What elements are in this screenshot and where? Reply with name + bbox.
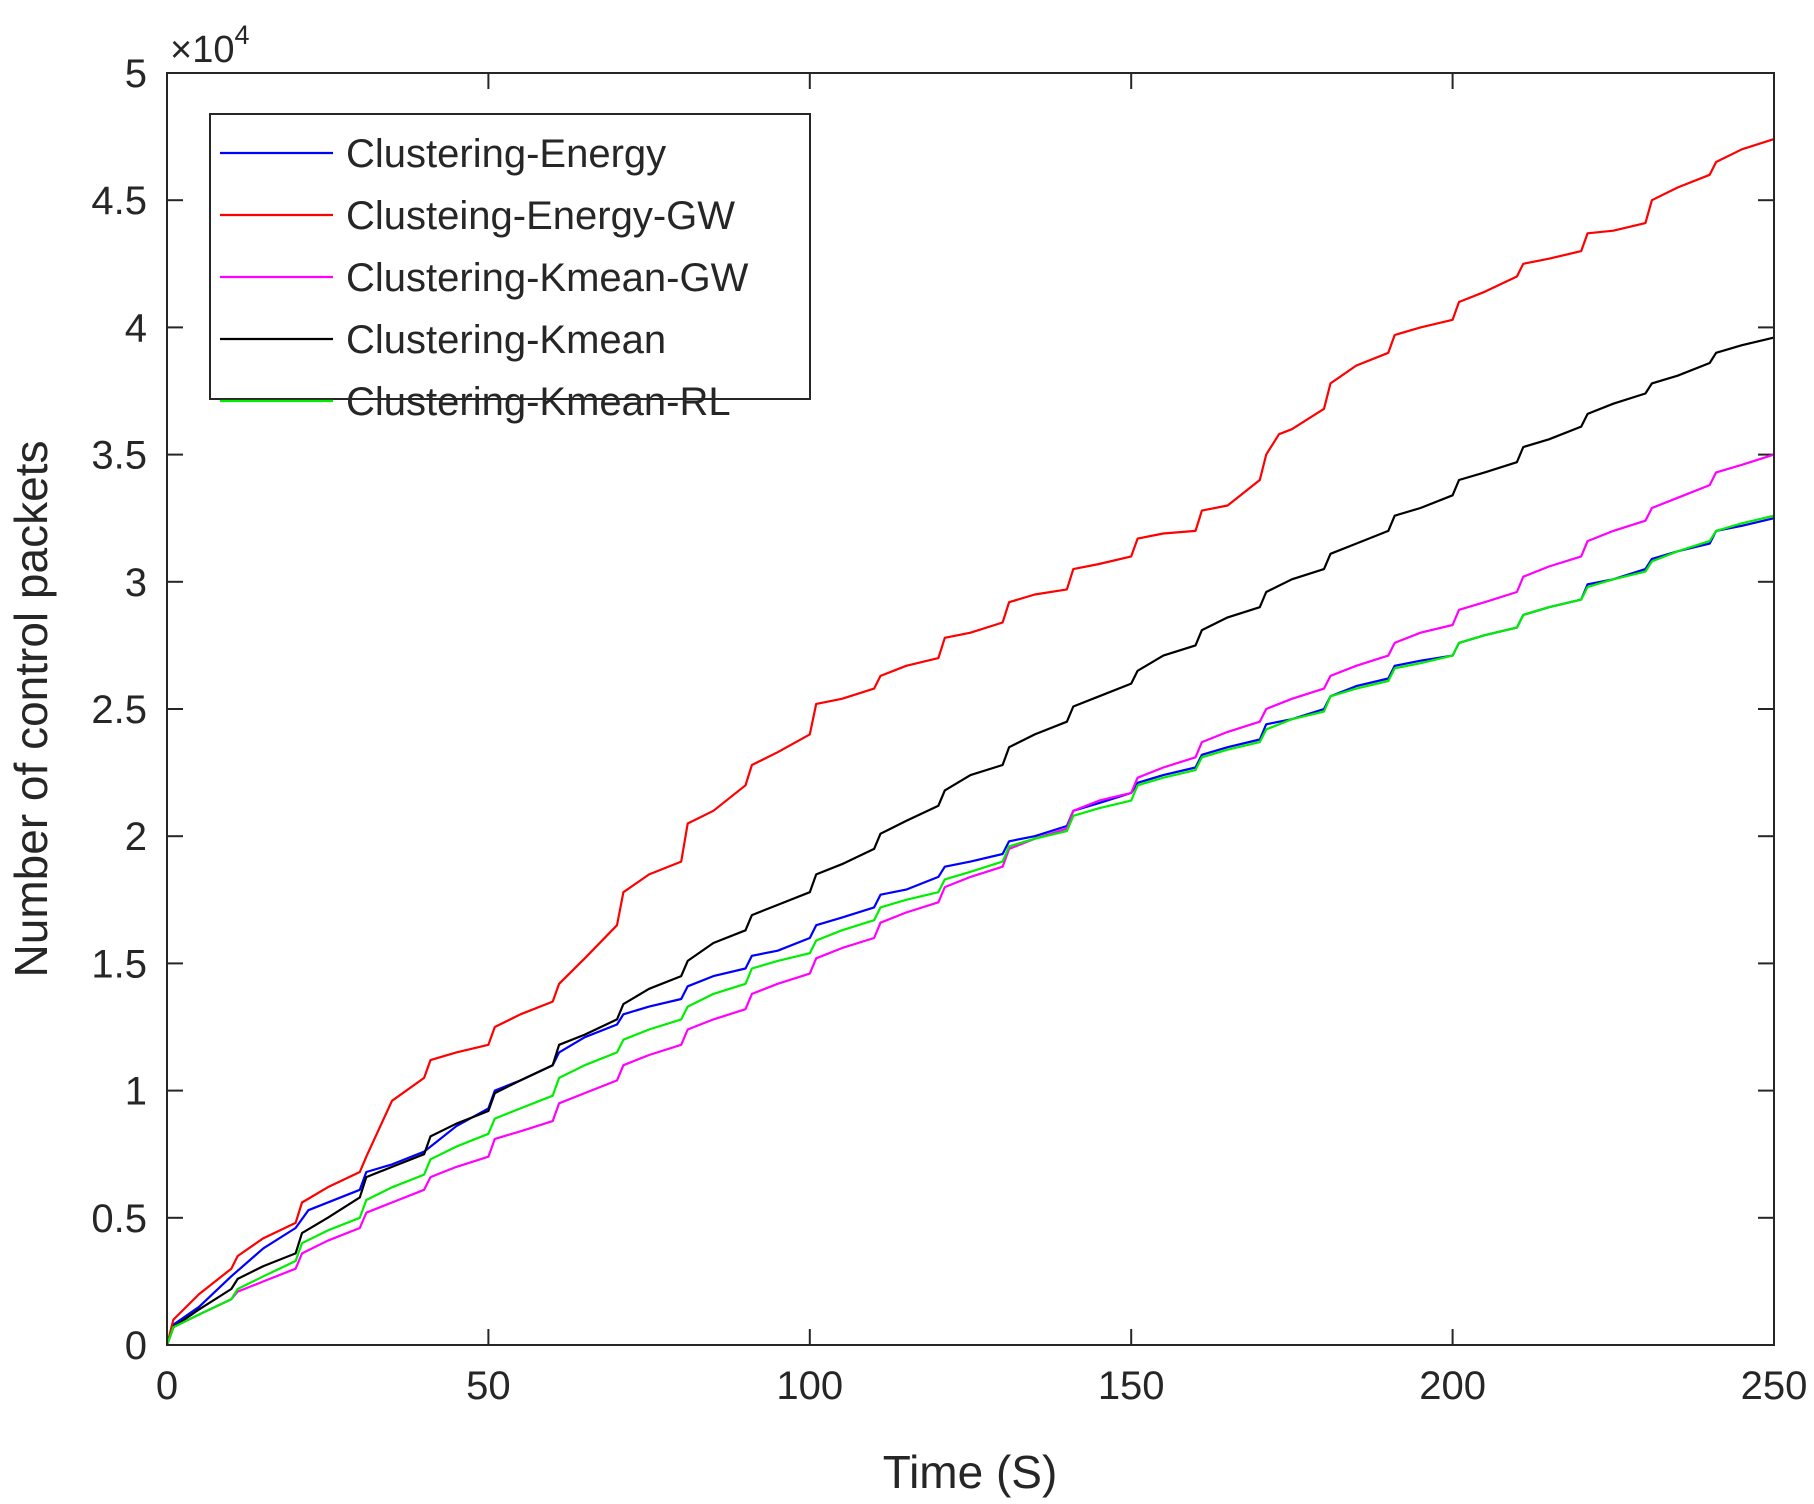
y-axis-label: Number of control packets <box>5 441 57 978</box>
legend: Clustering-Energy Clusteing-Energy-GW Clus… <box>209 113 811 424</box>
x-axis-tick-labels: 0 50 100 150 200 250 <box>156 1364 1808 1408</box>
legend-label-clustering-kmean-rl: Clustering-Kmean-RL <box>346 380 731 424</box>
y-multiplier-label: ×104 <box>170 20 250 71</box>
x-axis-label: Time (S) <box>883 1446 1058 1498</box>
y-tick-label: 0.5 <box>91 1197 147 1241</box>
legend-box <box>209 113 811 400</box>
legend-label-clustering-kmean: Clustering-Kmean <box>346 318 666 362</box>
series-line-clustering-kmean <box>165 336 1775 1346</box>
y-tick-label: 0 <box>125 1324 147 1368</box>
y-tick-label: 4 <box>125 306 147 350</box>
series-line-clustering-kmean-gw <box>165 453 1775 1346</box>
x-tick-label: 50 <box>466 1364 511 1408</box>
y-tick-label: 3.5 <box>91 434 147 478</box>
x-tick-label: 150 <box>1098 1364 1165 1408</box>
x-tick-label: 0 <box>156 1364 178 1408</box>
y-tick-label: 1.5 <box>91 942 147 986</box>
y-tick-label: 4.5 <box>91 179 147 223</box>
series-lines <box>165 138 1775 1346</box>
y-tick-label: 2.5 <box>91 688 147 732</box>
y-axis-tick-labels: 0 0.5 1 1.5 2 2.5 3 3.5 4 4.5 5 <box>91 52 147 1368</box>
y-multiplier-exponent: 4 <box>234 20 249 50</box>
series-line-clustering-kmean-rl <box>165 514 1775 1346</box>
plot-frame <box>166 72 1775 1346</box>
series-line-clusteing-energy-gw <box>165 138 1775 1346</box>
legend-label-clusteing-energy-gw: Clusteing-Energy-GW <box>346 194 735 238</box>
legend-label-clustering-energy: Clustering-Energy <box>346 132 666 176</box>
x-tick-label: 200 <box>1419 1364 1486 1408</box>
y-tick-label: 3 <box>125 561 147 605</box>
y-tick-label: 2 <box>125 815 147 859</box>
x-tick-label: 100 <box>776 1364 843 1408</box>
y-tick-label: 5 <box>125 52 147 96</box>
y-tick-label: 1 <box>125 1070 147 1114</box>
y-multiplier-base: ×10 <box>170 29 234 71</box>
x-tick-label: 250 <box>1741 1364 1808 1408</box>
legend-label-clustering-kmean-gw: Clustering-Kmean-GW <box>346 256 749 300</box>
